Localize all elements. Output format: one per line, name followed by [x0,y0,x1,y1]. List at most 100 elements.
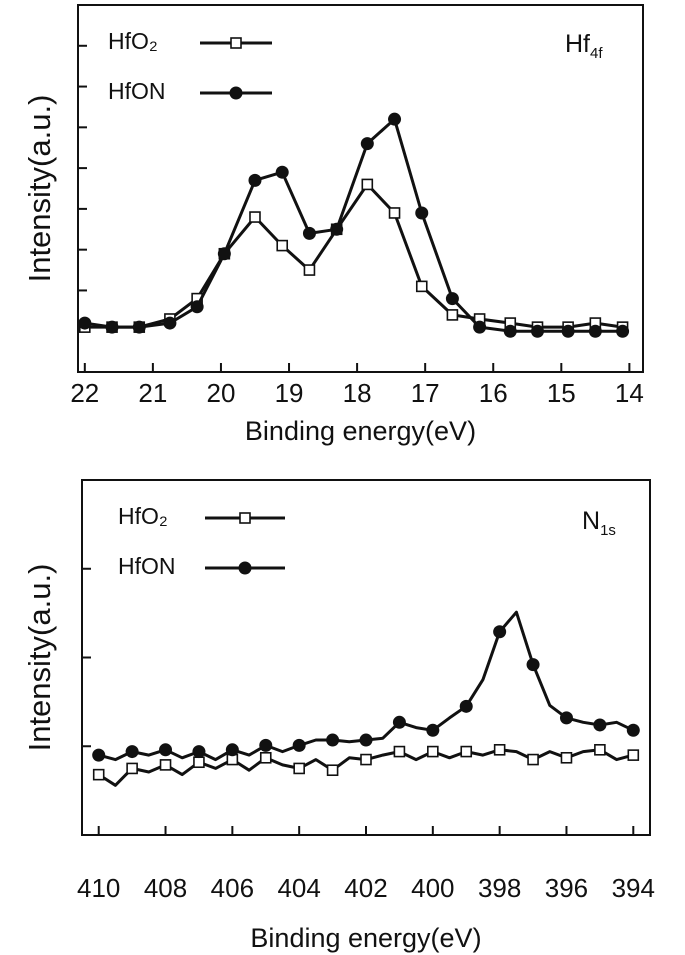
x-axis-label: Binding energy(eV) [250,923,481,953]
marker [217,247,231,261]
x-tick-label: 19 [275,378,304,408]
marker [459,699,473,713]
x-tick-label: 20 [206,378,235,408]
marker [616,324,630,338]
legend-marker [238,561,252,575]
y-axis-label: Intensity(a.u.) [22,95,57,283]
annotation-main: N [582,507,600,535]
marker [326,764,339,777]
x-axis-label: Binding energy(eV) [245,416,476,446]
marker [588,324,602,338]
x-tick-label: 16 [479,378,508,408]
x-tick-label: 396 [545,873,588,903]
x-tick-label: 15 [547,378,576,408]
marker [526,658,540,672]
x-tick-label: 410 [77,873,120,903]
marker [560,751,573,764]
x-tick-label: 21 [138,378,167,408]
marker [392,715,406,729]
marker [249,211,261,223]
marker [125,745,139,759]
marker [159,743,173,757]
marker [192,745,206,759]
marker [627,749,640,761]
marker [293,762,305,775]
marker [105,320,119,334]
marker [527,753,539,766]
marker [132,320,146,334]
annotation: N1s [582,507,616,539]
plot-frame [81,479,651,836]
annotation: Hf4f [565,30,603,62]
marker [259,738,273,752]
marker [292,738,306,752]
marker [326,733,340,747]
marker [503,324,517,338]
marker [388,207,401,219]
legend-marker [229,86,243,100]
x-tick-label: 408 [144,873,187,903]
x-tick-label: 404 [277,873,320,903]
marker [493,625,507,639]
marker [275,165,289,179]
marker [460,745,473,758]
marker [259,751,272,764]
marker [92,768,105,781]
marker [626,723,640,737]
marker [92,748,106,762]
x-tick-label: 17 [411,378,440,408]
plot-area [92,610,640,787]
marker [159,759,172,771]
marker [78,316,92,330]
marker [415,206,429,220]
marker [594,743,606,756]
legend-marker [230,37,242,49]
legend-label: HfO₂ [118,503,168,529]
marker [303,264,316,276]
marker [530,324,544,338]
marker [359,733,373,747]
x-tick-label: 394 [612,873,655,903]
marker [163,316,177,330]
marker [225,743,239,757]
marker [190,300,204,314]
annotation-sub: 4f [590,45,603,62]
x-tick-label: 402 [344,873,387,903]
plot-area [78,112,630,338]
annotation-sub: 1s [600,522,616,539]
x-tick-label: 18 [343,378,372,408]
marker [360,137,374,151]
legend-marker [239,512,251,524]
marker [361,178,374,191]
marker [360,753,372,766]
legend-label: HfON [118,553,176,579]
marker [561,324,575,338]
marker [446,309,459,321]
legend-label: HfON [108,78,166,104]
marker [276,239,289,252]
y-axis-label: Intensity(a.u.) [22,564,57,752]
data-line [84,117,623,333]
data-line [84,182,623,329]
marker [193,756,205,769]
legend-label: HfO₂ [108,28,158,54]
plot-frame [77,4,644,373]
marker [593,718,607,732]
marker [126,762,138,775]
marker [426,723,440,737]
x-tick-label: 22 [70,378,99,408]
marker [302,226,316,240]
marker [388,112,402,126]
marker [427,745,439,758]
x-tick-label: 398 [478,873,521,903]
marker [248,173,262,187]
marker [415,280,428,293]
x-tick-label: 14 [615,378,644,408]
marker [330,222,344,236]
annotation-main: Hf [565,30,590,58]
x-tick-label: 406 [211,873,254,903]
marker [473,320,487,334]
marker [493,743,506,756]
marker [445,292,459,306]
